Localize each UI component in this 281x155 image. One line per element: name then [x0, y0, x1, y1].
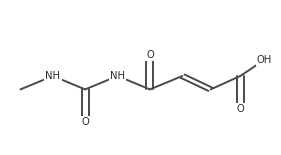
Text: O: O [236, 104, 244, 114]
Text: OH: OH [257, 55, 272, 65]
Text: NH: NH [45, 71, 60, 81]
Text: O: O [146, 50, 154, 60]
Text: O: O [81, 117, 89, 127]
Text: NH: NH [110, 71, 125, 81]
